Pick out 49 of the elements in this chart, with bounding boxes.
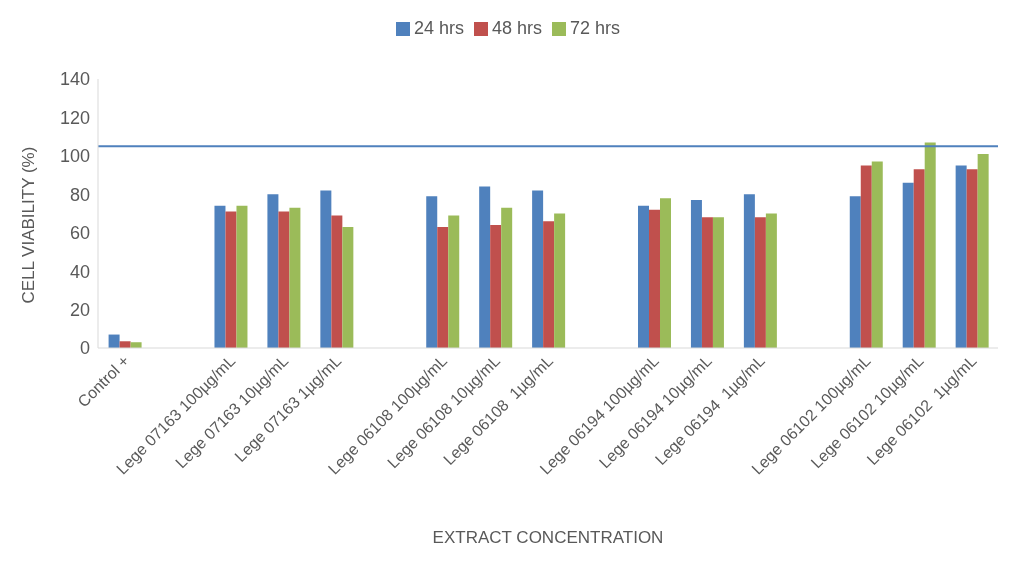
bar xyxy=(649,209,660,348)
bar xyxy=(913,169,925,348)
bar xyxy=(966,169,978,348)
bar xyxy=(955,165,967,348)
y-axis-title: CELL VIABILITY (%) xyxy=(19,146,39,304)
bar xyxy=(320,190,332,348)
y-tick-label: 20 xyxy=(69,299,90,320)
bar xyxy=(479,186,491,348)
bar xyxy=(490,225,502,348)
y-tick-label: 100 xyxy=(59,146,90,167)
bar xyxy=(532,190,544,348)
bar xyxy=(977,153,989,348)
legend-label: 24 hrs xyxy=(413,18,464,38)
bar xyxy=(278,211,290,348)
bar xyxy=(501,207,513,348)
bar xyxy=(902,182,914,348)
bar xyxy=(638,205,649,348)
y-tick-label: 0 xyxy=(79,338,90,359)
bar xyxy=(701,217,713,348)
bar xyxy=(924,142,936,348)
bar xyxy=(289,207,301,348)
bar xyxy=(448,215,460,348)
legend-label: 72 hrs xyxy=(570,18,621,38)
bar xyxy=(267,194,279,348)
bar xyxy=(543,221,555,348)
y-tick-label: 120 xyxy=(59,107,90,128)
y-tick-label: 140 xyxy=(59,69,90,90)
bar xyxy=(860,165,872,348)
bar xyxy=(712,217,724,348)
y-tick-label: 40 xyxy=(69,261,90,282)
bar xyxy=(214,205,226,348)
legend-label: 48 hrs xyxy=(491,18,543,38)
bar xyxy=(331,215,343,348)
bar xyxy=(660,198,671,348)
bar xyxy=(225,211,237,348)
x-axis-title: EXTRACT CONCENTRATION xyxy=(432,528,664,547)
y-tick-label: 60 xyxy=(69,223,90,244)
bar xyxy=(554,213,566,348)
bar xyxy=(765,213,777,348)
bar xyxy=(426,196,438,348)
bar xyxy=(342,226,354,348)
bar xyxy=(849,196,861,348)
bar xyxy=(690,200,702,348)
bar xyxy=(871,161,883,348)
bar xyxy=(236,205,248,348)
bar xyxy=(743,194,755,348)
bar xyxy=(754,217,766,348)
bar xyxy=(437,226,449,348)
y-tick-label: 80 xyxy=(69,184,90,205)
